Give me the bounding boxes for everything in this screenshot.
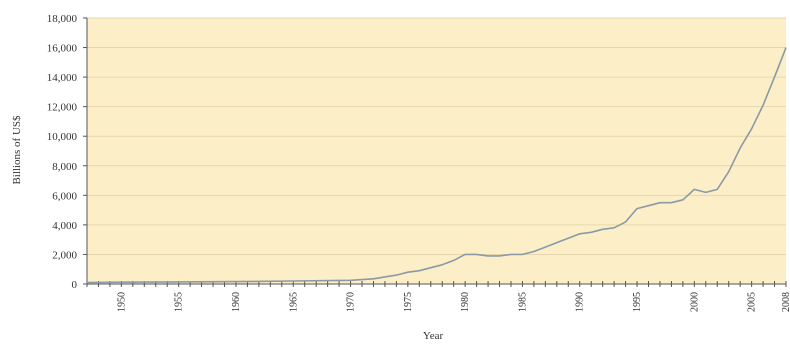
y-axis-title: Billions of US$ bbox=[11, 115, 23, 185]
y-tick-label: 18,000 bbox=[47, 13, 78, 25]
x-tick-label: 1975 bbox=[403, 292, 414, 312]
x-tick-label: 2008 bbox=[781, 292, 790, 312]
y-tick-label: 12,000 bbox=[47, 102, 78, 114]
y-tick-label: 6,000 bbox=[52, 190, 77, 202]
y-tick-label: 4,000 bbox=[52, 220, 77, 232]
y-tick-label: 14,000 bbox=[47, 72, 78, 84]
x-tick-label: 1995 bbox=[632, 292, 643, 312]
x-axis-title: Year bbox=[423, 330, 444, 342]
x-tick-label: 1955 bbox=[174, 292, 185, 312]
x-tick-label: 2005 bbox=[747, 292, 758, 312]
y-tick-label: 2,000 bbox=[52, 249, 77, 261]
plot-background bbox=[87, 18, 786, 284]
x-tick-label: 1985 bbox=[517, 292, 528, 312]
x-tick-label: 1965 bbox=[288, 292, 299, 312]
y-tick-label: 10,000 bbox=[47, 131, 78, 143]
x-tick-labels: 1950 1955 1960 1965 1970 1975 1980 1985 1990 1995… bbox=[116, 292, 790, 312]
series-layer bbox=[86, 47, 787, 284]
x-tick-label: 1960 bbox=[231, 292, 242, 312]
grid-lines bbox=[87, 17, 786, 255]
x-tick-label: 1950 bbox=[116, 292, 127, 312]
y-tick-label: 16,000 bbox=[47, 43, 78, 55]
x-tick-label: 2000 bbox=[689, 292, 700, 312]
y-tick-label: 0 bbox=[72, 279, 78, 291]
series-line bbox=[86, 47, 787, 284]
x-tick-label: 1990 bbox=[575, 292, 586, 312]
y-tick-labels: 0 2,000 4,000 6,000 8,000 10,000 12,000 14,000 1… bbox=[47, 13, 78, 291]
x-tick-label: 1980 bbox=[460, 292, 471, 312]
x-tick-label: 1970 bbox=[346, 292, 357, 312]
y-tick-label: 8,000 bbox=[52, 161, 77, 173]
